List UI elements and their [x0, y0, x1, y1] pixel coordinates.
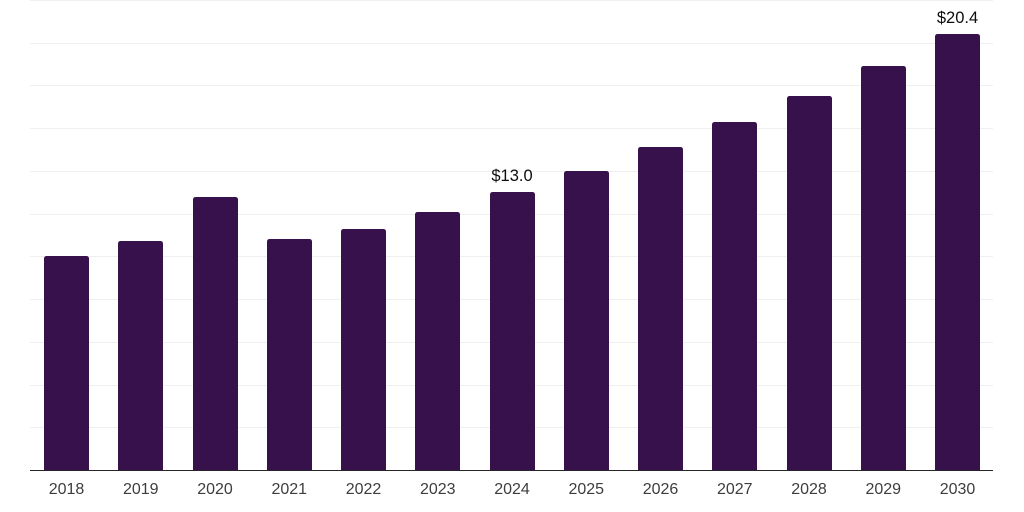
- gridline: [30, 170, 993, 172]
- bar-2019: [118, 241, 164, 470]
- x-tick-label-2021: 2021: [271, 481, 308, 498]
- gridline: [30, 42, 993, 44]
- gridline: [30, 85, 993, 87]
- bar-2025: [563, 170, 609, 470]
- bar-2020: [192, 196, 238, 470]
- x-tick-label-2022: 2022: [345, 481, 382, 498]
- x-tick-label-2023: 2023: [419, 481, 456, 498]
- data-label-2024: $13.0: [491, 167, 533, 186]
- x-tick-label-2020: 2020: [197, 481, 233, 498]
- x-tick-label-2029: 2029: [865, 481, 902, 498]
- x-tick-label-2018: 2018: [48, 481, 85, 498]
- data-label-2030: $20.4: [936, 9, 979, 28]
- bar-2029: [860, 66, 906, 470]
- bar-2030: [935, 34, 980, 470]
- bar-2021: [266, 239, 312, 470]
- bar-2023: [415, 211, 461, 470]
- gridline: [30, 0, 993, 1]
- bar-2018: [44, 256, 89, 470]
- plot-area: $13.0 $20.4: [30, 0, 993, 471]
- x-tick-label-2028: 2028: [791, 481, 827, 498]
- x-tick-label-2030: 2030: [939, 481, 976, 498]
- bar-2027: [712, 121, 758, 470]
- x-tick-label-2019: 2019: [122, 481, 159, 498]
- bar-2028: [786, 96, 832, 470]
- x-tick-label-2024: 2024: [494, 481, 530, 498]
- x-axis-labels: 2018 2019 2020 2021 2022 2023 2024 2025 2026 2027…: [30, 481, 993, 503]
- x-axis-line: [30, 469, 993, 471]
- x-tick-label-2026: 2026: [642, 481, 679, 498]
- x-tick-label-2025: 2025: [568, 481, 605, 498]
- bar-2022: [341, 228, 386, 470]
- x-tick-label-2027: 2027: [716, 481, 753, 498]
- bar-2026: [638, 147, 683, 470]
- bar-2024: [489, 192, 535, 470]
- gridline: [30, 128, 993, 130]
